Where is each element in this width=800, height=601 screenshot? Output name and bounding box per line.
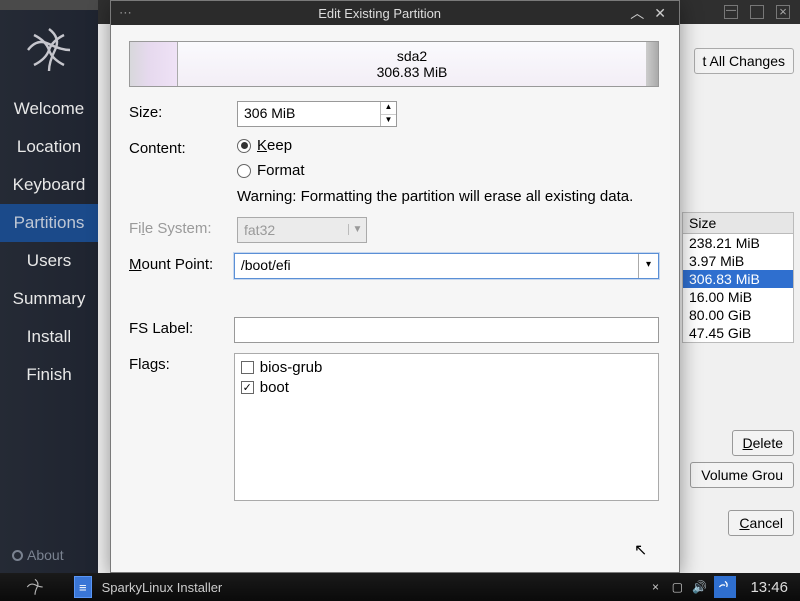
sidebar-item-summary[interactable]: Summary xyxy=(0,280,98,318)
size-column-header[interactable]: Size xyxy=(683,213,793,234)
size-spinbox[interactable]: 306 MiB ▲ ▼ xyxy=(237,101,397,127)
table-row[interactable]: 80.00 GiB xyxy=(683,306,793,324)
flags-label: Flags: xyxy=(129,353,234,373)
clock[interactable]: 13:46 xyxy=(744,579,794,596)
content-label: Content: xyxy=(129,137,237,157)
checkbox-icon xyxy=(241,361,254,374)
taskbar-app-button[interactable]: ≡ xyxy=(74,576,92,598)
partition-size: 306.83 MiB xyxy=(377,64,448,80)
maximize-icon[interactable] xyxy=(750,5,764,19)
minimize-icon[interactable] xyxy=(724,5,738,19)
sidebar-item-install[interactable]: Install xyxy=(0,318,98,356)
start-menu-button[interactable] xyxy=(0,573,70,601)
system-tray: × ▢ 🔊 13:46 xyxy=(648,576,800,598)
distro-logo xyxy=(0,10,98,90)
revert-changes-button[interactable]: t All Changes xyxy=(694,48,795,74)
flags-listbox[interactable]: bios-grubboot xyxy=(234,353,659,501)
partition-visual: sda2 306.83 MiB xyxy=(129,41,659,87)
delete-button[interactable]: Delete xyxy=(732,430,794,456)
dialog-close-icon[interactable]: ✕ xyxy=(649,5,671,22)
mountpoint-combo[interactable]: /boot/efi ▾ xyxy=(234,253,659,279)
filesystem-label: File System: xyxy=(129,217,237,237)
about-link[interactable]: About xyxy=(0,537,98,573)
chevron-down-icon[interactable]: ▾ xyxy=(638,254,658,278)
volume-group-button[interactable]: Volume Grou xyxy=(690,462,794,488)
dialog-title: Edit Existing Partition xyxy=(134,6,625,21)
edit-partition-dialog: ⋯ Edit Existing Partition ︿ ✕ sda2 306.8… xyxy=(110,0,680,573)
filesystem-select: fat32 ▼ xyxy=(237,217,367,243)
dialog-titlebar[interactable]: ⋯ Edit Existing Partition ︿ ✕ xyxy=(111,1,679,25)
size-down-icon[interactable]: ▼ xyxy=(381,115,396,127)
table-row[interactable]: 238.21 MiB xyxy=(683,234,793,252)
size-label: Size: xyxy=(129,101,237,121)
partition-name: sda2 xyxy=(397,48,427,64)
sidebar-item-welcome[interactable]: Welcome xyxy=(0,90,98,128)
mountpoint-label: Mount Point: xyxy=(129,253,234,273)
tray-display-icon[interactable]: ▢ xyxy=(670,580,684,594)
checkbox-icon xyxy=(241,381,254,394)
cancel-button[interactable]: Cancel xyxy=(728,510,794,536)
chevron-down-icon: ▼ xyxy=(348,224,366,235)
tray-volume-icon[interactable]: 🔊 xyxy=(692,580,706,594)
info-icon xyxy=(12,550,23,561)
sidebar-item-partitions[interactable]: Partitions xyxy=(0,204,98,242)
tray-app-icon[interactable] xyxy=(714,576,736,598)
keep-radio[interactable]: Keep xyxy=(237,137,633,154)
partition-size-list: Size 238.21 MiB3.97 MiB306.83 MiB16.00 M… xyxy=(682,212,794,343)
taskbar-app-name[interactable]: SparkyLinux Installer xyxy=(92,580,223,595)
radio-icon xyxy=(237,139,251,153)
table-row[interactable]: 3.97 MiB xyxy=(683,252,793,270)
flag-bios-grub[interactable]: bios-grub xyxy=(241,358,652,378)
size-up-icon[interactable]: ▲ xyxy=(381,102,396,115)
sidebar-item-finish[interactable]: Finish xyxy=(0,356,98,394)
collapse-icon[interactable]: ︿ xyxy=(625,3,649,23)
sidebar: WelcomeLocationKeyboardPartitionsUsersSu… xyxy=(0,10,98,573)
table-row[interactable]: 306.83 MiB xyxy=(683,270,793,288)
taskbar: ≡ SparkyLinux Installer × ▢ 🔊 13:46 xyxy=(0,573,800,601)
radio-icon xyxy=(237,164,251,178)
format-radio[interactable]: Format xyxy=(237,162,633,179)
table-row[interactable]: 47.45 GiB xyxy=(683,324,793,342)
tray-disconnect-icon[interactable]: × xyxy=(648,580,662,594)
bg-button-group: Delete Volume Grou Cancel xyxy=(690,430,794,536)
drag-dots-icon: ⋯ xyxy=(119,5,134,21)
table-row[interactable]: 16.00 MiB xyxy=(683,288,793,306)
flag-boot[interactable]: boot xyxy=(241,378,652,398)
close-icon[interactable] xyxy=(776,5,790,19)
sidebar-item-users[interactable]: Users xyxy=(0,242,98,280)
sidebar-item-keyboard[interactable]: Keyboard xyxy=(0,166,98,204)
sidebar-item-location[interactable]: Location xyxy=(0,128,98,166)
format-warning: Warning: Formatting the partition will e… xyxy=(237,187,633,207)
fslabel-input[interactable] xyxy=(234,317,659,343)
mouse-cursor-icon: ↖ xyxy=(634,540,647,560)
fslabel-label: FS Label: xyxy=(129,317,234,337)
